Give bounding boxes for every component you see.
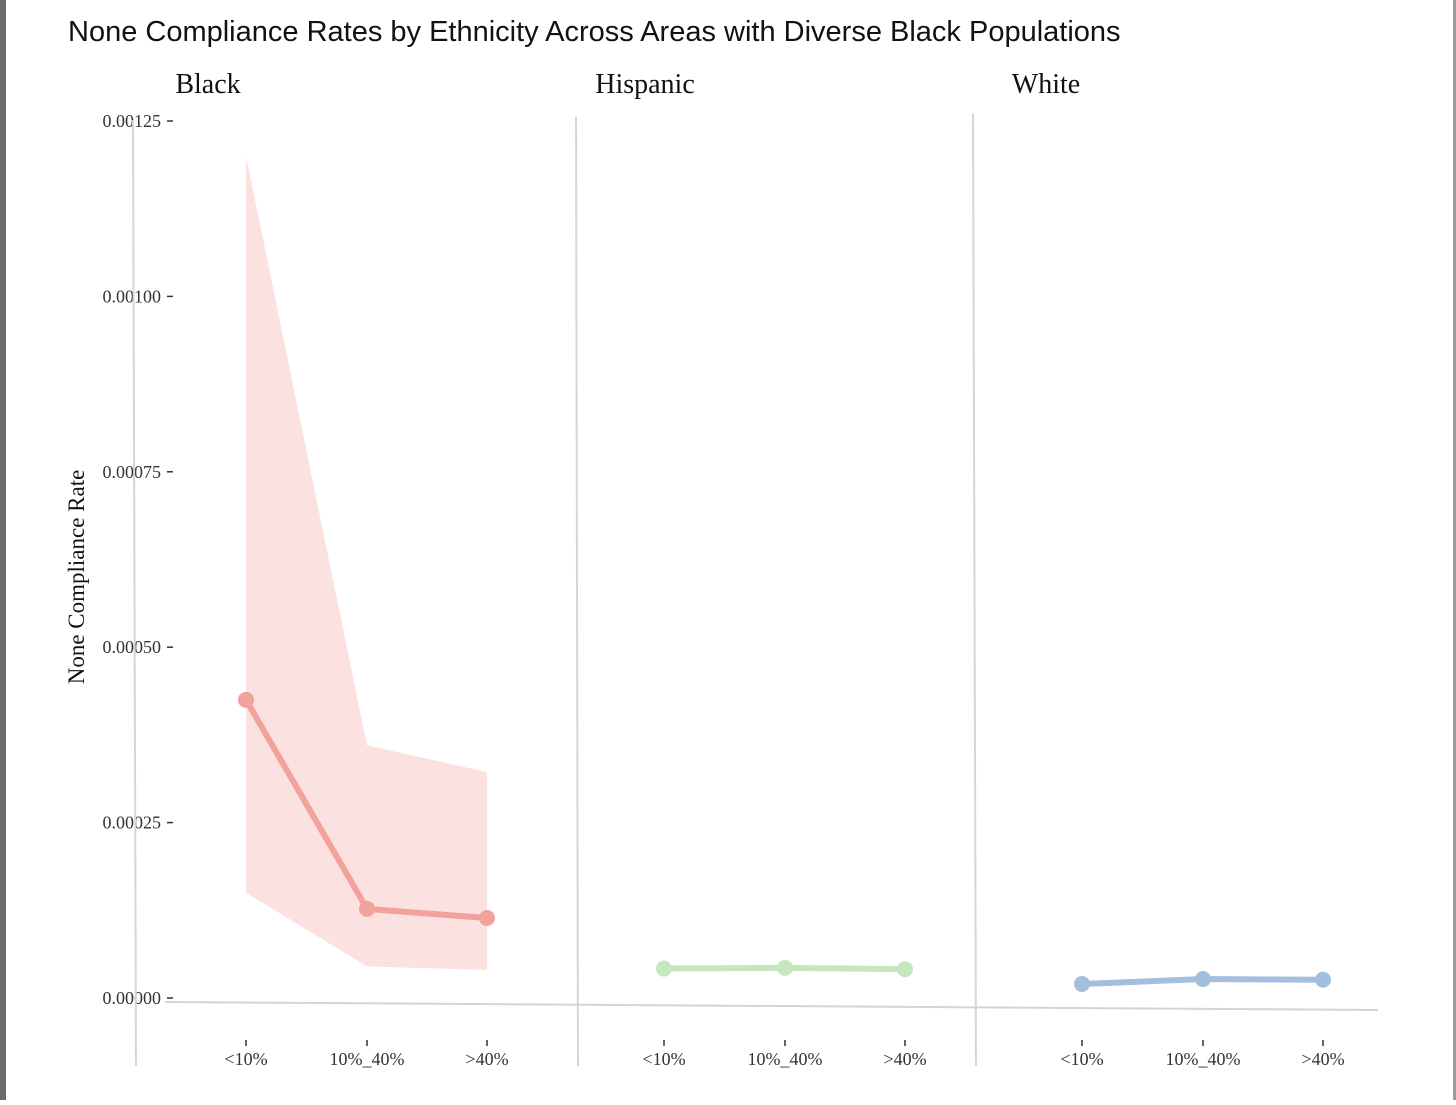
y-tick-label: 0.00125 <box>103 111 162 131</box>
facet-label: White <box>1012 69 1080 100</box>
x-tick-label: 10%_40% <box>330 1049 405 1069</box>
panel-separator <box>132 119 137 1067</box>
facet-hispanic: Hispanic <10% 10%_40% >40% <box>575 69 927 1069</box>
data-point <box>777 959 793 976</box>
y-axis: 0.00000 0.00025 0.00050 0.00075 0.00100 0.001… <box>103 111 173 1008</box>
x-tick-label: <10% <box>1060 1049 1103 1069</box>
data-point <box>1195 971 1211 988</box>
facet-panels: Black <10% 10%_40% >40% Hispanic <10% 10%_40% >… <box>132 69 1345 1069</box>
facet-black: Black <10% 10%_40% >40% <box>132 69 509 1069</box>
data-point <box>1315 971 1331 988</box>
data-point <box>897 961 913 978</box>
facet-label: Hispanic <box>595 69 695 100</box>
y-tick-label: 0.00075 <box>103 462 162 482</box>
x-tick-label: 10%_40% <box>1166 1049 1241 1069</box>
y-tick-label: 0.00000 <box>103 988 162 1008</box>
confidence-ribbon <box>246 156 487 970</box>
x-tick-label: <10% <box>642 1049 685 1069</box>
data-point <box>238 691 254 708</box>
data-point <box>359 900 375 917</box>
x-axis-baseline <box>164 1001 1379 1011</box>
data-point <box>479 910 495 927</box>
x-tick-label: >40% <box>1301 1049 1344 1069</box>
x-tick-label: >40% <box>883 1049 926 1069</box>
y-axis-title: None Compliance Rate <box>64 470 89 685</box>
data-point <box>656 960 672 977</box>
panel-separator <box>972 112 977 1067</box>
panel-separator <box>575 116 579 1067</box>
data-point <box>1074 975 1090 992</box>
window-right-edge <box>1453 0 1456 1100</box>
window-left-edge <box>0 0 6 1100</box>
y-tick-label: 0.00025 <box>103 813 162 833</box>
x-tick-label: >40% <box>465 1049 508 1069</box>
x-tick-label: <10% <box>224 1049 267 1069</box>
facet-label: Black <box>175 69 240 100</box>
y-tick-label: 0.00050 <box>103 637 162 657</box>
y-tick-label: 0.00100 <box>103 286 162 306</box>
x-tick-label: 10%_40% <box>748 1049 823 1069</box>
facet-white: White <10% 10%_40% >40% <box>972 69 1345 1069</box>
chart-title: None Compliance Rates by Ethnicity Acros… <box>68 16 1121 48</box>
